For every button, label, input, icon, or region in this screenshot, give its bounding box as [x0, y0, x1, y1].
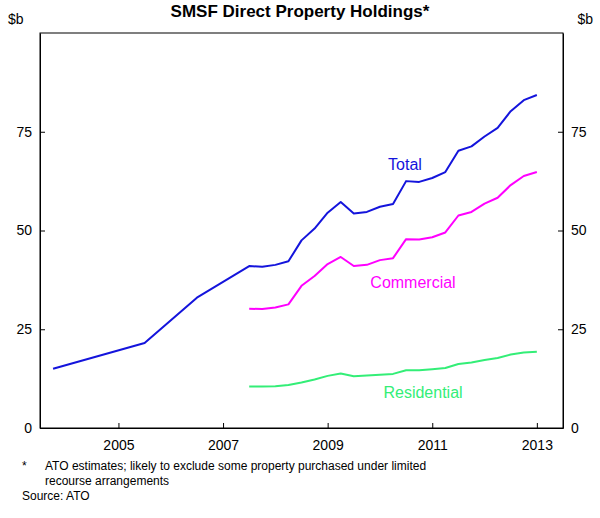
y-unit-left: $b [8, 11, 24, 27]
tick-mark [40, 132, 45, 133]
y-axis-left: 0 25 50 75 [16, 34, 45, 436]
tick: 2009 [313, 423, 344, 453]
tick-label: 25 [571, 321, 587, 337]
source: Source: ATO [22, 489, 90, 503]
series-label: Commercial [370, 274, 455, 291]
tick-mark [40, 329, 45, 330]
tick-label: 50 [16, 222, 32, 238]
series-label: Total [388, 156, 422, 173]
tick: 25 [558, 321, 587, 337]
tick-label: 0 [24, 420, 32, 436]
footnote: recourse arrangements [45, 474, 169, 488]
tick: 50 [558, 222, 587, 238]
footnote-marker: * [22, 459, 27, 473]
axis-line [41, 428, 564, 429]
tick: 2005 [103, 423, 134, 453]
tick: 0 [558, 420, 579, 436]
tick-label: 25 [16, 321, 32, 337]
tick-mark [223, 423, 224, 428]
tick: 2011 [418, 423, 448, 453]
tick-label: 75 [16, 124, 32, 140]
tick-mark [118, 423, 119, 428]
tick: 75 [16, 124, 45, 140]
tick-label: 2013 [522, 437, 553, 453]
title: SMSF Direct Property Holdings* [171, 2, 430, 21]
footnote: ATO estimates; likely to exclude some pr… [45, 459, 426, 473]
tick-label: 2009 [313, 437, 344, 453]
tick-mark [328, 423, 329, 428]
lines [53, 95, 537, 387]
y-unit-right: $b [577, 11, 593, 27]
tick: 2007 [208, 423, 239, 453]
tick: 75 [558, 124, 587, 140]
x-axis: 2005 2007 2009 2011 2013 [41, 423, 564, 453]
tick-mark [40, 428, 45, 429]
tick: 2013 [522, 423, 553, 453]
series-line [249, 172, 537, 309]
series-label: Residential [383, 384, 462, 401]
tick-mark [558, 132, 563, 133]
axis-line [563, 34, 564, 429]
series-line [53, 95, 537, 369]
plot-frame [40, 33, 563, 428]
tick-label: 2007 [208, 437, 239, 453]
y-axis-right: 0 25 50 75 [558, 34, 587, 436]
tick-label: 0 [571, 420, 579, 436]
tick-mark [558, 329, 563, 330]
tick-label: 2011 [418, 437, 448, 453]
tick-mark [40, 231, 45, 232]
chart: SMSF Direct Property Holdings*$b$b200520… [0, 0, 600, 518]
tick-mark [432, 423, 433, 428]
series-line [249, 352, 537, 387]
tick-mark [537, 423, 538, 428]
tick: 0 [24, 420, 45, 436]
tick-mark [558, 231, 563, 232]
tick: 25 [16, 321, 45, 337]
tick-mark [558, 428, 563, 429]
tick-label: 50 [571, 222, 587, 238]
tick: 50 [16, 222, 45, 238]
tick-label: 2005 [103, 437, 134, 453]
tick-label: 75 [571, 124, 587, 140]
